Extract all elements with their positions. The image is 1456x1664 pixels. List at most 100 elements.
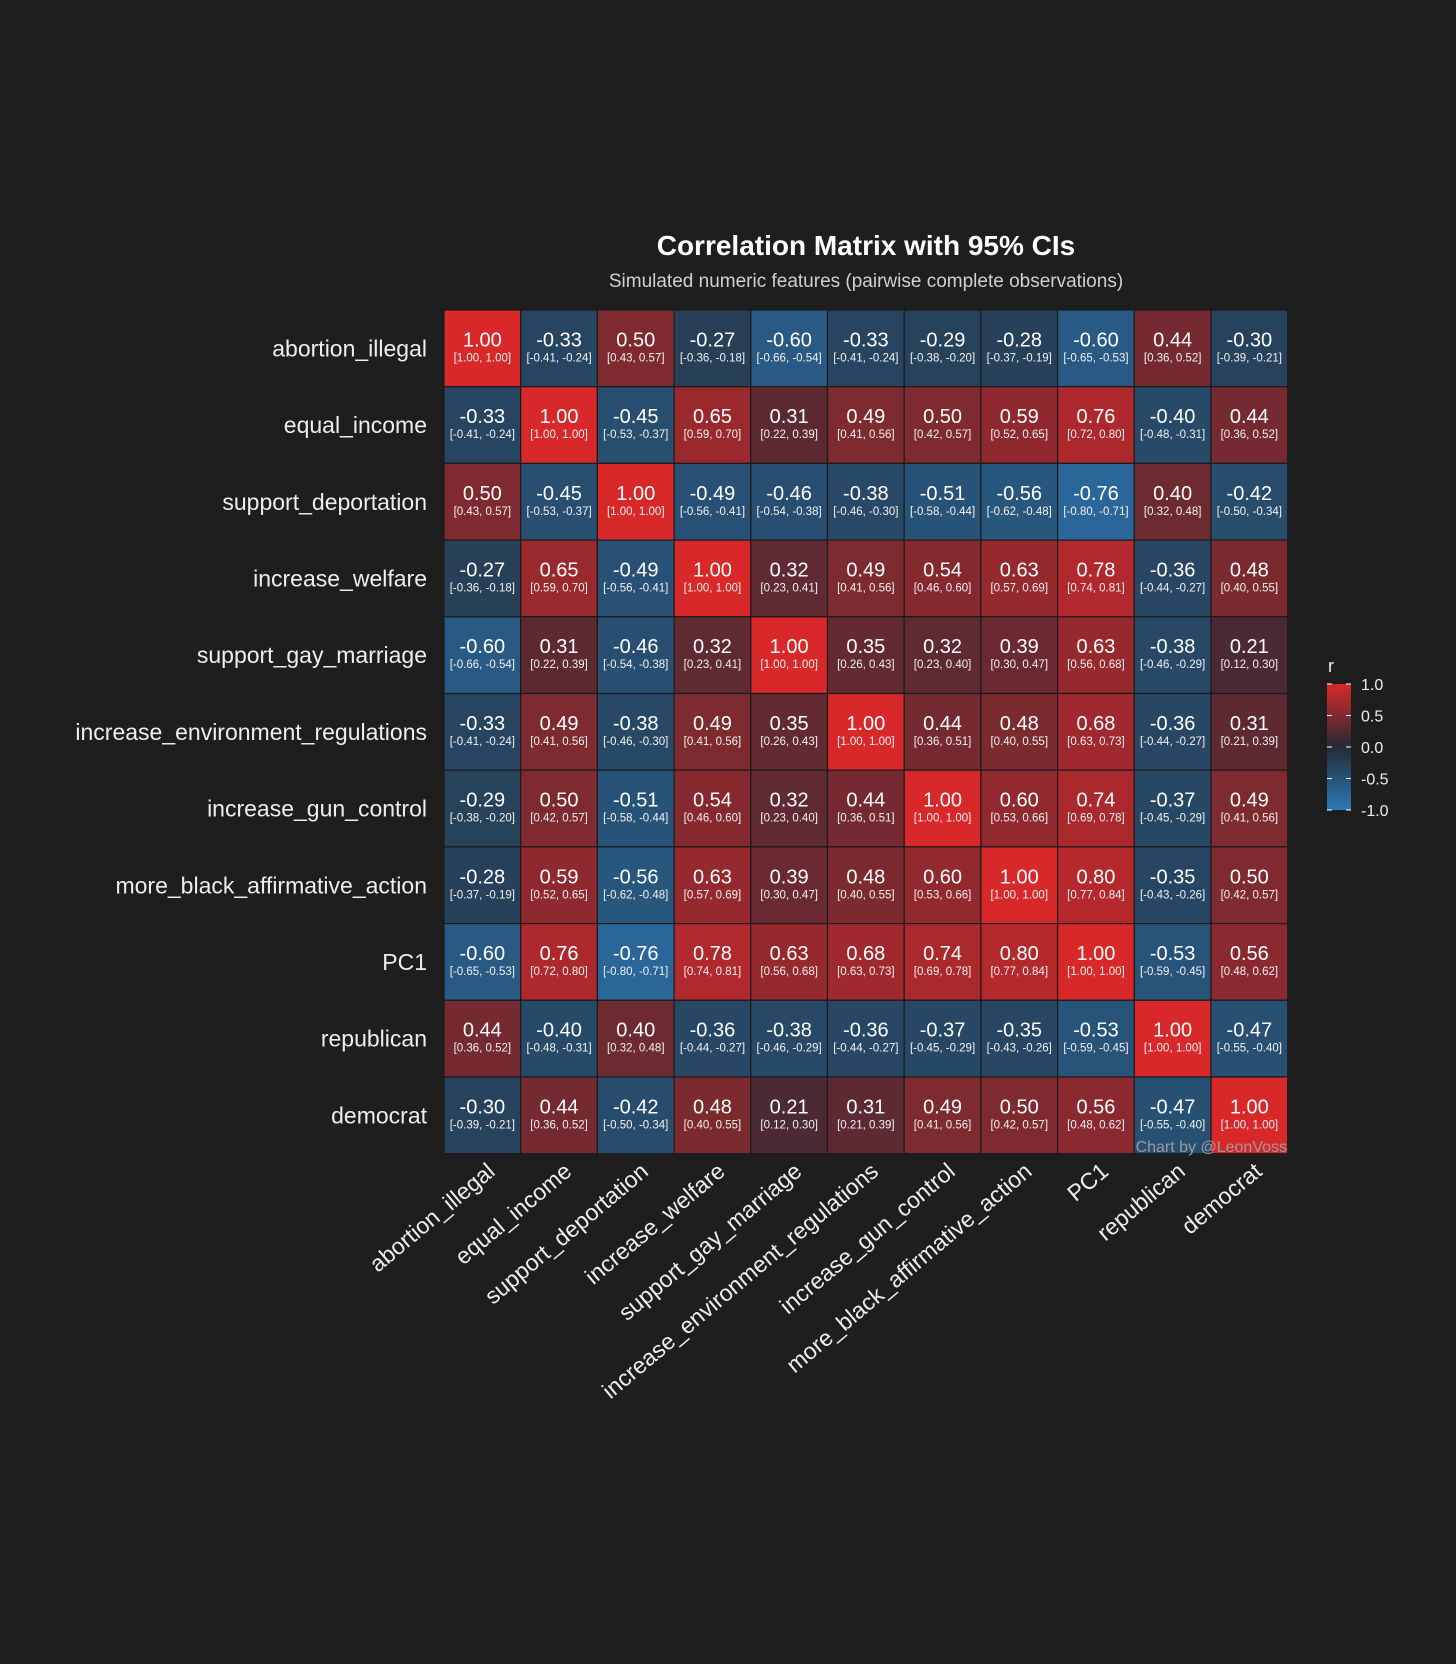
cell-ci-label: [-0.44, -0.27] — [1140, 582, 1205, 594]
heatmap-cell-rect — [826, 769, 905, 848]
cell-r-value: -0.38 — [613, 713, 659, 735]
cell-r-value: -0.29 — [920, 329, 966, 351]
y-tick-label: abortion_illegal — [272, 335, 427, 361]
cell-r-value: 0.49 — [923, 1096, 962, 1118]
heatmap-cell: 0.39[0.30, 0.47] — [750, 846, 829, 925]
heatmap-cell: -0.51[-0.58, -0.44] — [903, 462, 982, 541]
cell-r-value: -0.40 — [536, 1020, 582, 1042]
heatmap-cell: -0.60[-0.66, -0.54] — [750, 309, 829, 388]
heatmap-cell: 0.65[0.59, 0.70] — [520, 539, 599, 618]
cell-r-value: -0.36 — [1150, 559, 1196, 581]
cell-ci-label: [-0.53, -0.37] — [603, 429, 668, 441]
cell-ci-label: [-0.65, -0.53] — [1063, 352, 1128, 364]
heatmap-cell: -0.60[-0.66, -0.54] — [443, 616, 522, 695]
heatmap-cell: -0.33[-0.41, -0.24] — [443, 386, 522, 465]
heatmap-cell: 0.40[0.32, 0.48] — [1133, 462, 1212, 541]
heatmap-cell: -0.36[-0.44, -0.27] — [826, 999, 905, 1078]
cell-r-value: -0.29 — [460, 790, 506, 812]
heatmap-cell-rect — [673, 692, 752, 771]
cell-r-value: 0.48 — [693, 1096, 732, 1118]
cell-r-value: 0.76 — [540, 943, 579, 965]
cell-ci-label: [-0.46, -0.30] — [833, 506, 898, 518]
cell-r-value: 0.50 — [463, 483, 502, 505]
cell-ci-label: [0.40, 0.55] — [990, 736, 1048, 748]
cell-ci-label: [0.12, 0.30] — [760, 1119, 818, 1131]
cell-r-value: 0.63 — [1076, 636, 1115, 658]
cell-r-value: 0.54 — [923, 559, 962, 581]
y-tick-label: republican — [321, 1026, 427, 1052]
x-tick-label: increase_environment_regulations — [597, 1158, 883, 1404]
legend-tick-label: 1.0 — [1361, 677, 1383, 694]
heatmap-cell-rect — [903, 846, 982, 925]
cell-r-value: 0.59 — [1000, 406, 1039, 428]
cell-ci-label: [-0.44, -0.27] — [1140, 736, 1205, 748]
cell-r-value: 0.60 — [923, 866, 962, 888]
heatmap-cell: 0.76[0.72, 0.80] — [1056, 386, 1135, 465]
cell-ci-label: [-0.44, -0.27] — [833, 1043, 898, 1055]
cell-r-value: -0.53 — [1073, 1020, 1119, 1042]
cell-ci-label: [-0.55, -0.40] — [1217, 1043, 1282, 1055]
cell-ci-label: [0.41, 0.56] — [914, 1119, 972, 1131]
heatmap-cell: -0.33[-0.41, -0.24] — [826, 309, 905, 388]
cell-ci-label: [0.69, 0.78] — [914, 966, 972, 978]
heatmap-cell-rect — [750, 616, 829, 695]
heatmap-cell-rect — [596, 309, 675, 388]
heatmap-cell-rect — [1210, 462, 1289, 541]
heatmap-cell: 1.00[1.00, 1.00] — [443, 309, 522, 388]
heatmap-cell: 0.74[0.69, 0.78] — [1056, 769, 1135, 848]
cell-ci-label: [-0.59, -0.45] — [1140, 966, 1205, 978]
heatmap-cell-rect — [1210, 539, 1289, 618]
cell-ci-label: [0.53, 0.66] — [990, 813, 1048, 825]
cell-ci-label: [0.69, 0.78] — [1067, 813, 1125, 825]
cell-ci-label: [-0.62, -0.48] — [603, 889, 668, 901]
heatmap-cell: 0.50[0.42, 0.57] — [520, 769, 599, 848]
cell-ci-label: [1.00, 1.00] — [760, 659, 818, 671]
cell-ci-label: [0.36, 0.51] — [914, 736, 972, 748]
cell-r-value: 1.00 — [693, 559, 732, 581]
cell-r-value: -0.46 — [613, 636, 659, 658]
cell-ci-label: [-0.41, -0.24] — [833, 352, 898, 364]
heatmap-cell: -0.42[-0.50, -0.34] — [1210, 462, 1289, 541]
cell-ci-label: [0.21, 0.39] — [1221, 736, 1279, 748]
cell-ci-label: [0.23, 0.40] — [914, 659, 972, 671]
cell-r-value: -0.51 — [920, 483, 966, 505]
heatmap-cell: -0.30[-0.39, -0.21] — [443, 1076, 522, 1155]
heatmap-cell: 1.00[1.00, 1.00] — [980, 846, 1059, 925]
cell-ci-label: [1.00, 1.00] — [684, 582, 742, 594]
cell-ci-label: [0.52, 0.65] — [530, 889, 588, 901]
cell-ci-label: [0.32, 0.48] — [1144, 506, 1202, 518]
cell-r-value: -0.76 — [1073, 483, 1119, 505]
cell-r-value: 0.68 — [846, 943, 885, 965]
heatmap-cell-rect — [1133, 922, 1212, 1001]
legend-tick-label: -1.0 — [1361, 803, 1389, 820]
heatmap-cell: 1.00[1.00, 1.00] — [596, 462, 675, 541]
cell-ci-label: [-0.45, -0.29] — [1140, 813, 1205, 825]
cell-ci-label: [-0.66, -0.54] — [450, 659, 515, 671]
cell-r-value: 0.78 — [693, 943, 732, 965]
heatmap-cell-rect — [443, 1076, 522, 1155]
cell-r-value: 1.00 — [770, 636, 809, 658]
cell-r-value: -0.37 — [920, 1020, 966, 1042]
heatmap-cell-rect — [443, 616, 522, 695]
cell-ci-label: [0.63, 0.73] — [1067, 736, 1125, 748]
cell-ci-label: [0.41, 0.56] — [837, 429, 895, 441]
heatmap-cell-rect — [980, 922, 1059, 1001]
cell-r-value: -0.45 — [536, 483, 582, 505]
heatmap-cell: -0.28[-0.37, -0.19] — [980, 309, 1059, 388]
heatmap-cell: 0.50[0.43, 0.57] — [443, 462, 522, 541]
cell-ci-label: [0.40, 0.55] — [684, 1119, 742, 1131]
heatmap-cell-rect — [903, 386, 982, 465]
heatmap-cell: 0.50[0.42, 0.57] — [1210, 846, 1289, 925]
heatmap-cell-rect — [443, 462, 522, 541]
heatmap-cell: 0.32[0.23, 0.41] — [750, 539, 829, 618]
cell-ci-label: [0.59, 0.70] — [530, 582, 588, 594]
cell-ci-label: [-0.56, -0.41] — [603, 582, 668, 594]
cell-r-value: -0.60 — [460, 943, 506, 965]
cell-ci-label: [0.74, 0.81] — [684, 966, 742, 978]
cell-r-value: -0.53 — [1150, 943, 1196, 965]
heatmap-cell: 0.31[0.22, 0.39] — [520, 616, 599, 695]
heatmap-cell-rect — [1210, 1076, 1289, 1155]
heatmap-cell: -0.45[-0.53, -0.37] — [596, 386, 675, 465]
cell-ci-label: [0.23, 0.41] — [684, 659, 742, 671]
cell-ci-label: [-0.56, -0.41] — [680, 506, 745, 518]
